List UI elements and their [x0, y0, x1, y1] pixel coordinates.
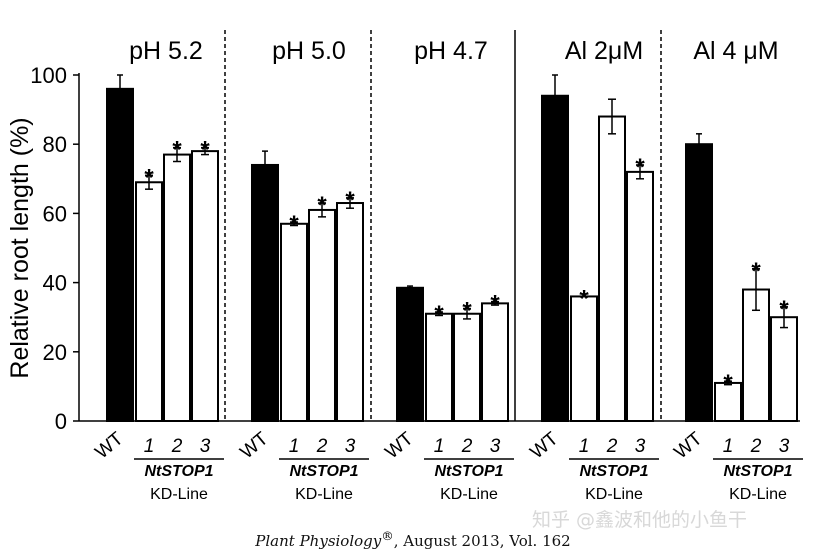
category-label-wt: WT — [526, 428, 562, 463]
panel-title: Al 4 μM — [693, 37, 778, 65]
significance-asterisk: * — [751, 258, 761, 285]
bar-kd-line-2 — [598, 115, 626, 423]
group-sublabel: KD-Line — [295, 486, 353, 503]
root-length-bar-chart: 0 20 40 60 80 100 Relative root length (%) pH 5… — [6, 30, 803, 503]
bar-kd-line-3 — [626, 170, 654, 422]
y-tick-label: 40 — [43, 271, 67, 296]
y-tick-label: 20 — [43, 340, 67, 365]
bar-wt — [106, 87, 134, 422]
category-label-line: 3 — [200, 436, 211, 457]
bar-kd-line-3 — [770, 316, 798, 423]
bar-kd-line-3 — [336, 202, 364, 422]
category-label-line: 2 — [461, 436, 473, 457]
category-label-line: 1 — [723, 436, 734, 457]
category-label-line: 3 — [490, 436, 501, 457]
bar-kd-line-1 — [135, 181, 163, 422]
category-label-line: 1 — [434, 436, 445, 457]
panel-title: pH 5.2 — [129, 37, 203, 65]
figure-caption: Plant Physiology®, August 2013, Vol. 162 — [0, 528, 826, 550]
bar-kd-line-2 — [742, 288, 770, 422]
bar-wt — [685, 143, 713, 422]
y-axis-label: Relative root length (%) — [6, 117, 34, 378]
category-label-line: 2 — [606, 436, 618, 457]
group-sublabel: KD-Line — [440, 486, 498, 503]
y-tick-label: 80 — [43, 132, 67, 157]
significance-asterisk: * — [462, 298, 472, 325]
panel-title: pH 5.0 — [272, 37, 346, 65]
significance-asterisk: * — [317, 192, 327, 219]
category-label-line: 3 — [779, 436, 790, 457]
bar-kd-line-2 — [308, 208, 336, 422]
category-label-wt: WT — [381, 428, 417, 463]
panel-title: Al 2μM — [565, 37, 643, 65]
category-label-wt: WT — [670, 428, 706, 463]
significance-asterisk: * — [345, 187, 355, 214]
category-label-line: 2 — [171, 436, 183, 457]
bar-wt — [396, 286, 424, 423]
bar-kd-line-3 — [191, 150, 219, 422]
y-tick-label: 60 — [43, 201, 67, 226]
significance-asterisk: * — [779, 296, 789, 323]
bar-kd-line-1 — [570, 295, 598, 422]
group-label: NtSTOP1 — [434, 463, 503, 480]
category-label-line: 2 — [316, 436, 328, 457]
group-sublabel: KD-Line — [585, 486, 643, 503]
bar-kd-line-1 — [425, 312, 453, 422]
group-label: NtSTOP1 — [289, 463, 358, 480]
bar-wt — [251, 163, 279, 423]
group-label: NtSTOP1 — [144, 463, 213, 480]
significance-asterisk: * — [200, 137, 210, 164]
category-label-line: 1 — [144, 436, 155, 457]
category-label-line: 3 — [345, 436, 356, 457]
significance-asterisk: * — [490, 291, 500, 318]
significance-asterisk: * — [723, 370, 733, 397]
category-label-wt: WT — [236, 428, 272, 463]
significance-asterisk: * — [579, 285, 589, 312]
bar-kd-line-3 — [481, 302, 509, 422]
bar-kd-line-1 — [280, 222, 308, 422]
bar-kd-line-2 — [453, 312, 481, 422]
category-label-line: 2 — [750, 436, 762, 457]
bar-wt — [541, 94, 569, 422]
group-sublabel: KD-Line — [150, 486, 208, 503]
group-sublabel: KD-Line — [729, 486, 787, 503]
group-label: NtSTOP1 — [579, 463, 648, 480]
significance-asterisk: * — [172, 137, 182, 164]
significance-asterisk: * — [144, 164, 154, 191]
category-label-line: 1 — [289, 436, 300, 457]
watermark-text: 知乎 @鑫波和他的小鱼干 — [532, 509, 748, 531]
category-label-line: 1 — [579, 436, 590, 457]
category-label-line: 3 — [635, 436, 646, 457]
category-label-wt: WT — [91, 428, 127, 463]
caption-registered-mark: ® — [381, 528, 394, 543]
caption-journal: Plant Physiology — [255, 532, 382, 550]
caption-details: , August 2013, Vol. 162 — [393, 532, 571, 550]
bar-kd-line-1 — [714, 381, 742, 423]
significance-asterisk: * — [289, 211, 299, 238]
significance-asterisk: * — [434, 301, 444, 328]
significance-asterisk: * — [635, 154, 645, 181]
group-label: NtSTOP1 — [723, 463, 792, 480]
y-tick-label: 0 — [55, 409, 67, 434]
bar-kd-line-2 — [163, 153, 191, 423]
panel-title: pH 4.7 — [414, 37, 488, 65]
y-tick-label: 100 — [30, 63, 67, 88]
